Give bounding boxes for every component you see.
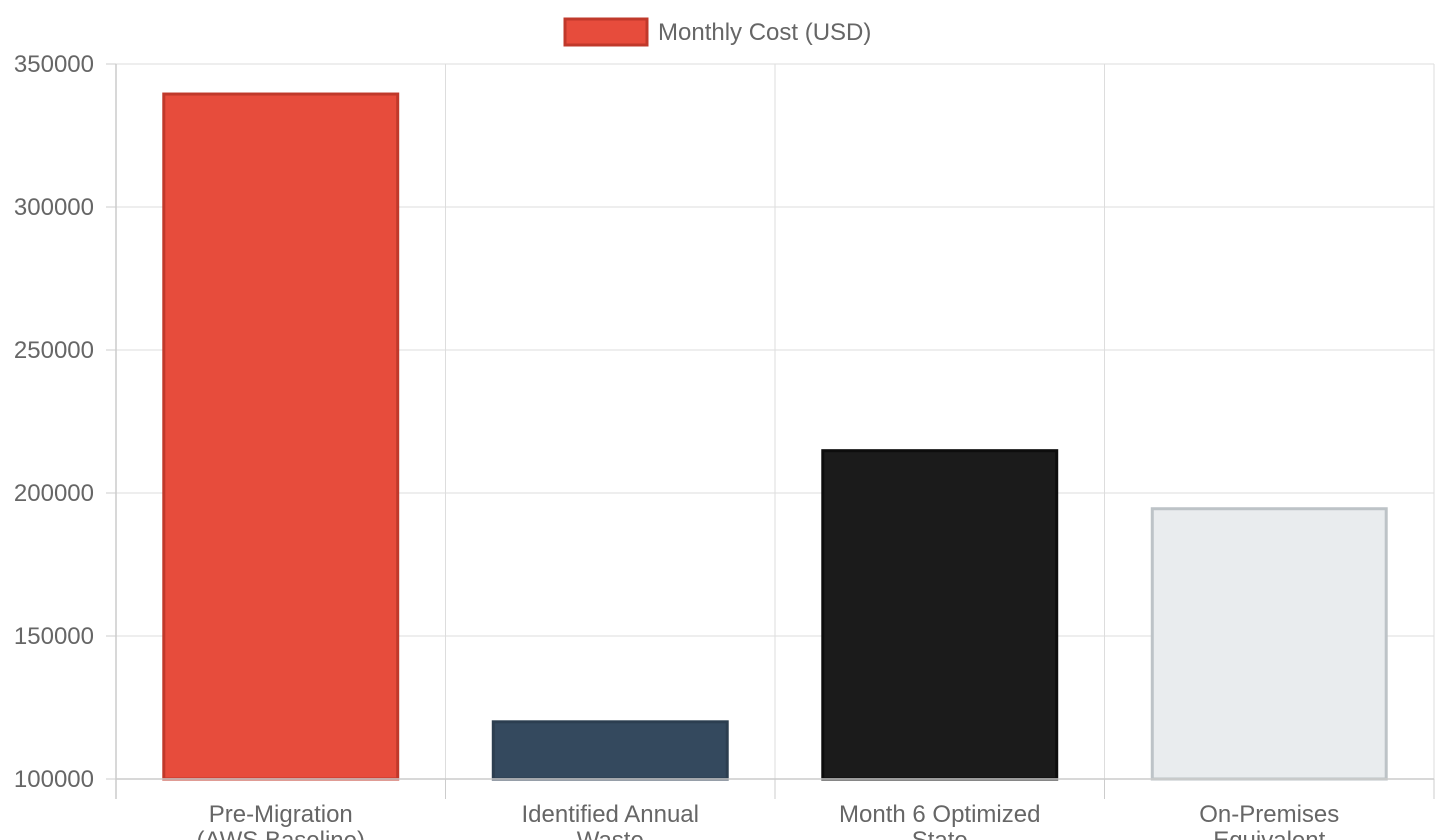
y-tick-label: 200000 (14, 480, 94, 507)
bars (162, 92, 1388, 781)
x-tick-label-line: State (912, 827, 968, 840)
y-tick-label: 300000 (14, 194, 94, 221)
axes: 100000 150000 200000 250000 300000 350000 Pre-… (14, 51, 1435, 840)
x-tick-label-line: Identified Annual (522, 801, 699, 828)
legend-swatch (563, 17, 649, 47)
x-tick-label-line: Equivalent (1213, 827, 1325, 840)
y-tick-label: 350000 (14, 51, 94, 78)
y-tick-label: 150000 (14, 623, 94, 650)
y-tick-label: 250000 (14, 337, 94, 364)
x-tick-label: Month 6 OptimizedState (839, 801, 1040, 840)
legend-label: Monthly Cost (USD) (658, 19, 871, 46)
x-tick-label-line: (AWS Baseline) (197, 827, 366, 840)
x-tick-label: Pre-Migration(AWS Baseline) (197, 801, 366, 840)
bar[interactable] (1150, 507, 1388, 781)
x-tick-label: On-PremisesEquivalent (1199, 801, 1339, 840)
bar[interactable] (491, 720, 729, 781)
legend[interactable]: Monthly Cost (USD) (563, 17, 871, 47)
x-tick-label: Identified AnnualWaste (522, 801, 699, 840)
x-tick-label-line: Pre-Migration (209, 801, 353, 828)
y-tick-label: 100000 (14, 766, 94, 793)
x-tick-label-line: Month 6 Optimized (839, 801, 1040, 828)
x-tick-label-line: On-Premises (1199, 801, 1339, 828)
x-tick-label-line: Waste (577, 827, 644, 840)
bar[interactable] (821, 449, 1059, 781)
bar[interactable] (162, 92, 400, 781)
